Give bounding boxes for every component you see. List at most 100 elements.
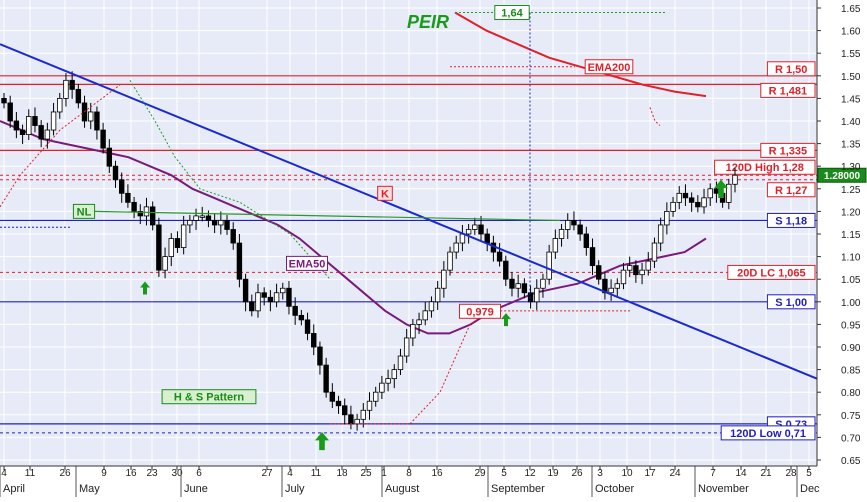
neckline-label-box [72,203,96,219]
candle-body [682,192,689,199]
candle-body [13,120,20,131]
candle-body [434,287,441,303]
y-tick-label: 0.90 [841,343,861,354]
candle-body [224,220,230,230]
candle-body [249,301,255,312]
candle-body [354,418,360,425]
stop-line-lower [330,310,630,425]
x-tick-label: 24 [669,468,681,479]
candle-body [614,283,620,289]
candle-body [168,238,174,258]
candle-body [230,229,236,244]
x-tick-label: 12 [524,468,536,479]
candle-body [205,215,212,221]
x-month-label: April [3,483,25,495]
candle-body [428,301,435,312]
candle-body [187,220,193,226]
candle-body [565,220,571,230]
level-label: R 1,50 [775,64,807,76]
x-tick-label: 19 [547,468,559,479]
ema200-line [454,11,707,98]
candle-body [633,265,639,276]
x-tick-label: 21 [760,468,772,479]
x-month-label: June [184,483,208,495]
candle-body [571,220,577,226]
candle-body [527,292,534,303]
x-axis-background [0,466,867,497]
candle-body [329,391,336,402]
level-label: S 1,18 [775,215,807,227]
y-tick-label: 0.75 [841,411,861,422]
y-tick-label: 0.70 [841,433,861,444]
level-label-box [714,159,816,175]
ema200-label: EMA200 [588,62,631,74]
candle-body [143,206,150,217]
candle-body [304,319,311,334]
peak-value-label-box [494,5,530,21]
x-tick-label: 6 [196,468,202,479]
x-tick-label: 7 [710,468,716,479]
candle-body [589,247,596,267]
chart-title: PEIR [407,12,449,32]
y-tick-label: 1.20 [841,207,861,218]
candle-body [286,287,292,307]
level-label: S 1,00 [775,297,807,309]
x-month-label: Dec [800,483,820,495]
x-tick-label: 5 [501,468,507,479]
candle-body [515,283,521,289]
y-tick-label: 1.05 [841,275,861,286]
candle-body [32,116,38,126]
level-label: 120D Low 0,71 [730,428,806,440]
candle-body [156,224,162,271]
candle-body [360,409,367,420]
x-tick-label: 23 [146,468,158,479]
level-label-box [766,294,816,310]
candle-body [583,233,590,248]
candle-body [292,305,298,316]
ema50-label: EMA50 [289,258,326,270]
candle-body [218,220,224,226]
x-tick-label: 11 [25,468,36,479]
y-tick-label: 0.95 [841,320,861,331]
candle-body [713,188,720,194]
candle-body [255,292,261,312]
candle-body [311,333,317,348]
candle-body [131,201,137,212]
candle-body [26,116,32,135]
candle-body [626,265,633,271]
level-label-box [766,212,816,228]
peak-value-label: 1,64 [501,8,523,20]
x-tick-label: 30 [171,468,183,479]
candle-body [534,287,540,303]
candle-body [453,242,459,253]
buy-arrow-icon [714,179,728,198]
candle-body [50,111,57,131]
candle-body [391,369,397,380]
candle-body [645,260,651,271]
x-tick-label: 26 [571,468,583,479]
candle-body [273,292,280,303]
y-tick-label: 0.85 [841,366,861,377]
candle-body [335,400,342,407]
x-month-label: October [595,483,634,495]
candle-body [63,79,69,99]
level-label-box [727,264,816,280]
x-month-label: September [491,483,545,495]
x-tick-label: 10 [621,468,633,479]
candle-body [193,215,199,221]
candle-body [478,224,484,235]
candle-body [726,183,732,203]
level-label: R 1,481 [769,85,808,97]
buy-arrow-icon [140,281,150,295]
candle-body [211,220,218,226]
candle-body [57,98,63,113]
buy-arrow-icon [315,431,329,451]
y-tick-label: 1.40 [841,117,861,128]
candle-body [112,165,119,181]
k-marker-label: K [381,188,389,200]
k-marker-label-box [377,185,393,201]
neckline-label: NL [77,206,92,218]
x-tick-label: 9 [101,468,107,479]
level-label: 120D High 1,28 [726,162,804,174]
candle-body [298,314,305,321]
